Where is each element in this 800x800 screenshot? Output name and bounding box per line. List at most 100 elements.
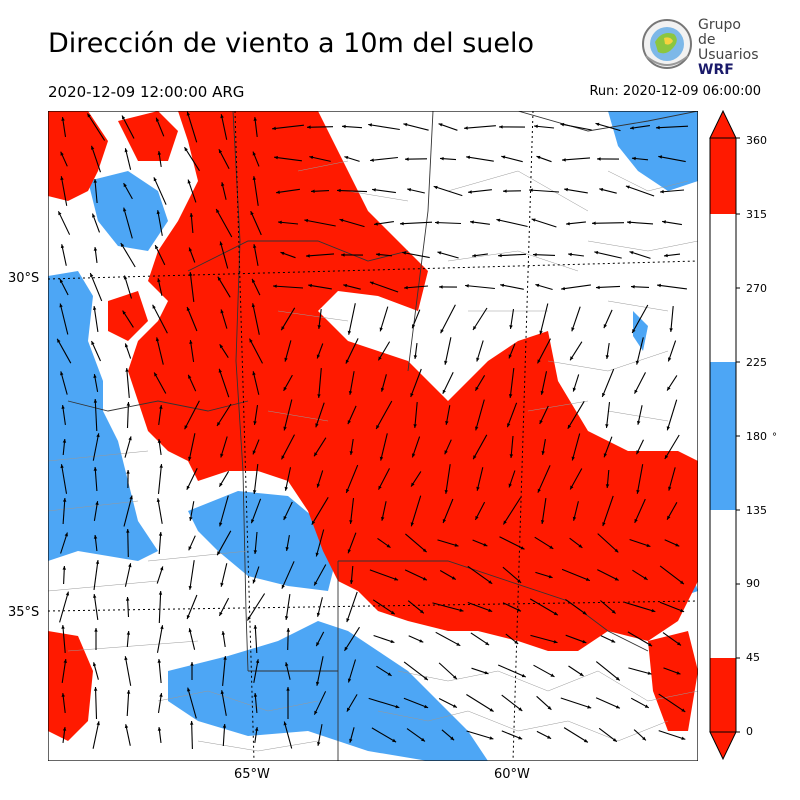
wind-arrow-head: [93, 399, 98, 403]
wind-arrow-head: [93, 687, 98, 691]
wind-arrow-head: [217, 276, 222, 281]
wind-arrow: [123, 275, 133, 299]
wind-arrow: [217, 276, 231, 298]
wind-arrow: [466, 694, 494, 712]
wind-arrow: [253, 244, 259, 266]
wind-arrow-head: [284, 616, 289, 620]
wind-arrow: [531, 218, 557, 228]
wind-arrow: [594, 251, 622, 259]
wind-arrow-head: [392, 738, 397, 743]
wind-arrow-head: [253, 244, 257, 248]
wind-arrow-head: [381, 516, 385, 521]
wind-arrow-head: [459, 608, 464, 612]
wind-arrow-head: [597, 157, 601, 161]
wind-arrow-head: [349, 520, 353, 524]
wind-arrow-head: [60, 151, 64, 156]
gridlines: [48, 111, 698, 761]
wind-arrow: [347, 659, 357, 683]
wind-arrow-head: [599, 188, 604, 192]
colorbar-frame: [709, 137, 737, 733]
wind-arrow-head: [643, 576, 648, 580]
wind-arrow-head: [587, 705, 592, 709]
wind-arrow-head: [451, 576, 456, 580]
wind-arrow-head: [531, 218, 536, 222]
wind-arrow-head: [476, 357, 480, 362]
wind-arrow-head: [153, 177, 157, 182]
wind-arrow: [631, 304, 649, 334]
wind-arrow-head: [667, 515, 671, 520]
wind-arrow-head: [475, 426, 479, 431]
wind-arrow: [501, 694, 523, 712]
wind-arrow: [597, 569, 619, 581]
wind-arrow: [509, 368, 515, 398]
wind-arrow: [221, 690, 227, 716]
wind-arrow-head: [253, 693, 258, 697]
wind-arrow-head: [570, 485, 574, 490]
wind-arrow: [636, 337, 644, 365]
wind-arrow-head: [560, 122, 565, 127]
wind-arrow-head: [347, 549, 351, 554]
wind-arrow: [370, 156, 398, 162]
wind-arrow: [158, 590, 162, 624]
wind-arrow: [626, 221, 654, 225]
wind-arrow-head: [422, 548, 427, 553]
wind-arrow-head: [564, 187, 568, 192]
wind-arrow: [595, 122, 621, 132]
wind-arrow: [252, 303, 260, 335]
wind-arrow-head: [615, 676, 620, 681]
wind-arrow-head: [124, 343, 129, 348]
wind-arrow: [372, 188, 396, 194]
wind-arrow-head: [570, 356, 574, 361]
wind-arrow: [249, 338, 263, 364]
wind-arrow-head: [253, 625, 258, 629]
wind-arrow-head: [314, 452, 318, 457]
wind-arrow-head: [60, 244, 65, 249]
wind-arrow-head: [92, 306, 97, 310]
wind-arrow-head: [189, 340, 193, 344]
wind-arrow-head: [400, 221, 404, 226]
wind-arrow: [90, 145, 102, 173]
wind-arrow: [219, 241, 229, 269]
blue-regions: [48, 111, 698, 761]
wind-arrow: [561, 568, 591, 582]
cbar-tick-45: 45: [746, 651, 760, 664]
wind-arrow-head: [636, 489, 640, 494]
wind-arrow-head: [272, 126, 276, 131]
wind-arrow-head: [92, 662, 97, 667]
wind-arrow-head: [595, 122, 600, 127]
wind-arrow-head: [668, 486, 672, 491]
wind-arrow: [189, 340, 195, 362]
wind-arrow-head: [631, 285, 635, 289]
wind-arrow-head: [435, 220, 439, 225]
wind-arrow-head: [454, 543, 459, 547]
wind-arrow: [272, 285, 304, 289]
wind-arrow: [560, 123, 592, 131]
wind-arrow: [250, 498, 262, 524]
wind-arrow: [157, 498, 163, 524]
wind-arrow: [306, 126, 334, 128]
wind-arrow-head: [159, 405, 163, 409]
wind-arrow-head: [346, 488, 350, 493]
wind-arrow-head: [186, 615, 190, 619]
wind-arrow-head: [124, 724, 129, 729]
wind-arrow-head: [219, 241, 223, 246]
wind-arrow-head: [95, 501, 99, 505]
wind-arrow-head: [444, 450, 448, 455]
wind-arrow: [276, 188, 300, 194]
wind-arrow-head: [343, 284, 348, 288]
wind-arrow-head: [126, 529, 130, 533]
wind-arrow-head: [629, 251, 634, 255]
wind-arrow-head: [155, 245, 159, 250]
wind-arrow-head: [252, 278, 256, 283]
wind-arrow-head: [186, 307, 190, 311]
wind-arrow-head: [250, 211, 254, 216]
cbar-tick-90: 90: [746, 577, 760, 590]
wind-arrow: [664, 434, 680, 460]
wind-arrow-head: [347, 420, 351, 425]
wind-arrow: [438, 662, 458, 680]
wind-arrow-head: [452, 704, 457, 708]
wind-arrow-head: [680, 580, 684, 585]
wind-arrow-head: [347, 330, 352, 335]
wind-arrow-head: [444, 360, 448, 365]
wind-arrow-head: [466, 155, 470, 160]
